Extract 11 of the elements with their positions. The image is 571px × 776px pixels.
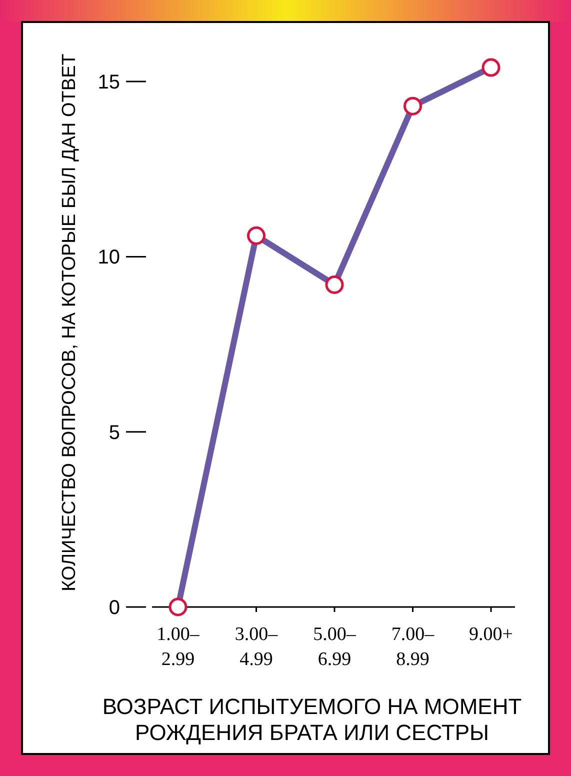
x-tick-label: 9.00+ <box>469 624 513 645</box>
y-tick-label: 0 <box>108 597 120 619</box>
x-tick-label: 7.00–8.99 <box>391 624 435 670</box>
x-tick-label: 3.00–4.99 <box>234 624 278 670</box>
x-axis-title: ВОЗРАСТ ИСПЫТУЕМОГО НА МОМЕНТ РОЖДЕНИЯ БРАТА ИЛИ СЕСТРЫ <box>102 694 522 745</box>
x-tick-label: 5.00–6.99 <box>313 624 356 670</box>
y-tick-label: 10 <box>98 246 120 269</box>
y-tick-label: 15 <box>98 72 120 94</box>
y-tick-label: 5 <box>108 422 120 444</box>
x-tick-label: 1.00–2.99 <box>156 624 200 670</box>
y-axis-title: КОЛИЧЕСТВО ВОПРОСОВ, НА КОТОРЫЕ БЫЛ ДАН ОТВЕТ <box>59 53 80 592</box>
